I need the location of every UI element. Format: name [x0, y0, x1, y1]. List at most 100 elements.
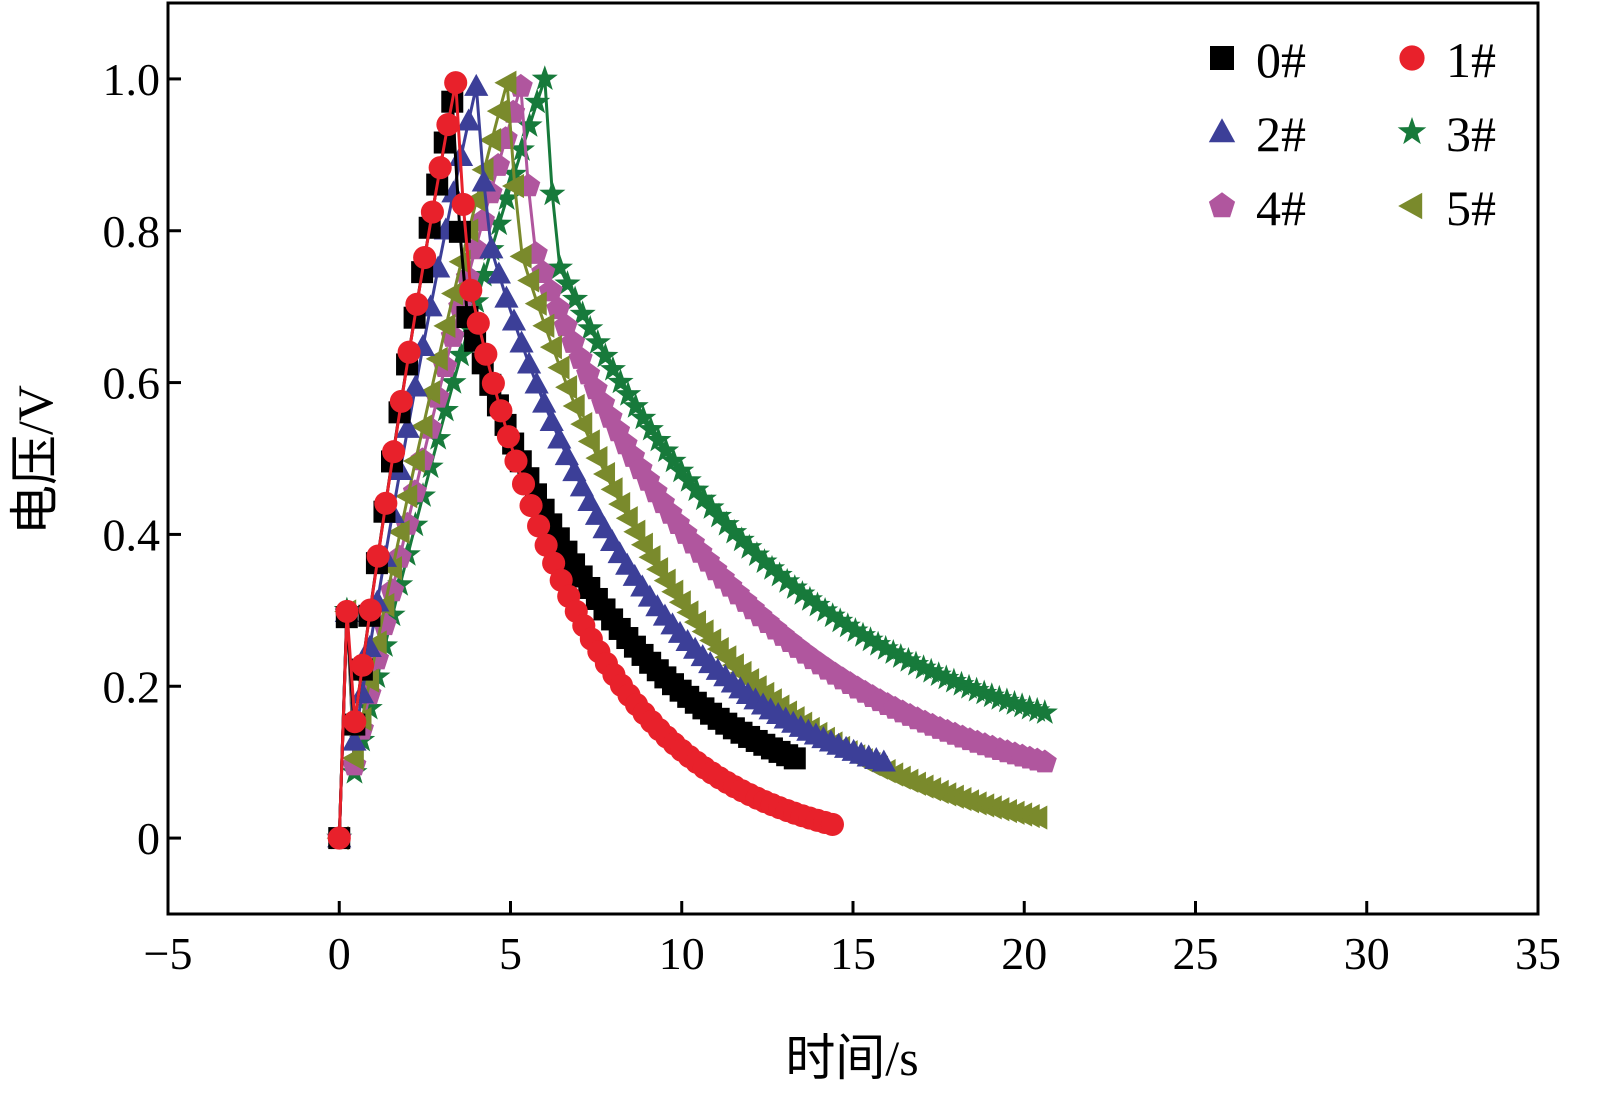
data-point: [705, 502, 733, 528]
x-tick-label: −5: [144, 928, 193, 979]
data-point: [441, 281, 464, 306]
data-point: [405, 292, 429, 316]
legend-item-4: 4#: [1208, 180, 1306, 236]
legend-label: 5#: [1446, 180, 1496, 236]
data-point: [554, 443, 579, 466]
data-point: [925, 661, 952, 686]
data-point: [436, 113, 460, 137]
data-point: [675, 466, 702, 492]
y-tick-label: 0.4: [103, 509, 161, 560]
y-tick-label: 1.0: [103, 54, 161, 105]
data-point: [940, 667, 967, 693]
data-point: [857, 626, 884, 652]
data-point: [1032, 749, 1057, 773]
legend-label: 4#: [1256, 180, 1306, 236]
data-point: [425, 424, 452, 450]
data-point: [645, 426, 672, 452]
legend-marker: [1208, 192, 1236, 218]
legend-label: 1#: [1446, 32, 1496, 88]
data-point: [593, 461, 616, 487]
data-point: [534, 533, 558, 557]
data-point: [418, 380, 441, 405]
data-point: [343, 710, 367, 734]
data-point: [774, 567, 801, 593]
data-point: [728, 526, 755, 552]
data-point: [690, 485, 717, 511]
data-point: [887, 643, 914, 668]
data-point: [341, 746, 364, 771]
data-point: [397, 340, 421, 364]
data-point: [532, 390, 557, 413]
data-point: [546, 254, 573, 279]
data-point: [486, 261, 511, 284]
data-point: [553, 313, 578, 337]
data-point: [489, 399, 513, 423]
plot-area: [326, 65, 1058, 851]
data-point: [804, 591, 831, 617]
data-point: [387, 570, 414, 596]
data-point: [834, 612, 861, 638]
data-point: [608, 491, 631, 517]
data-point: [781, 574, 808, 599]
data-point: [812, 597, 839, 622]
data-point: [470, 261, 497, 287]
data-point: [508, 136, 535, 161]
legend-item-1: 1#: [1399, 32, 1496, 88]
x-tick-label: 15: [830, 928, 876, 979]
y-tick-label: 0.2: [103, 661, 161, 712]
data-point: [637, 415, 664, 441]
data-point: [494, 285, 519, 308]
data-point: [327, 826, 351, 850]
x-tick-label: 5: [499, 928, 522, 979]
data-point: [486, 210, 513, 236]
data-point: [486, 99, 509, 124]
data-point: [387, 519, 410, 545]
legend-item-3: 3#: [1397, 106, 1496, 162]
data-point: [382, 440, 406, 464]
data-point: [819, 602, 846, 628]
x-tick-label: 30: [1344, 928, 1390, 979]
data-point: [562, 393, 585, 419]
data-point: [766, 561, 793, 587]
data-point: [555, 375, 578, 400]
legend-label: 2#: [1256, 106, 1306, 162]
data-point: [379, 556, 402, 581]
data-point: [577, 314, 604, 340]
legend-item-0: 0#: [1210, 32, 1306, 88]
legend-item-5: 5#: [1398, 180, 1496, 236]
data-point: [902, 650, 930, 676]
data-point: [456, 108, 481, 131]
data-point: [539, 408, 564, 431]
data-point: [366, 544, 390, 568]
legend-marker: [1399, 45, 1425, 71]
data-point: [539, 335, 562, 360]
data-point: [547, 426, 572, 449]
series-1: [327, 71, 844, 850]
data-point: [448, 341, 475, 367]
data-point: [501, 308, 527, 331]
data-point: [349, 681, 375, 704]
legend-marker: [1397, 117, 1427, 145]
data-point: [410, 414, 433, 439]
data-point: [630, 404, 657, 430]
data-point: [464, 73, 489, 96]
data-point: [474, 342, 498, 366]
legend-marker: [1208, 118, 1236, 143]
data-point: [871, 749, 896, 772]
data-point: [440, 368, 467, 394]
data-point: [494, 70, 517, 95]
data-point: [577, 488, 602, 511]
data-point: [479, 128, 502, 153]
data-point: [1025, 805, 1048, 830]
data-point: [562, 285, 589, 311]
data-point: [463, 187, 486, 212]
data-point: [509, 330, 534, 353]
data-point: [630, 532, 653, 557]
data-point: [820, 812, 844, 836]
legend-marker: [1398, 192, 1423, 220]
data-point: [428, 156, 452, 180]
x-tick-label: 25: [1173, 928, 1219, 979]
legend-label: 3#: [1446, 106, 1496, 162]
data-point: [539, 180, 566, 206]
